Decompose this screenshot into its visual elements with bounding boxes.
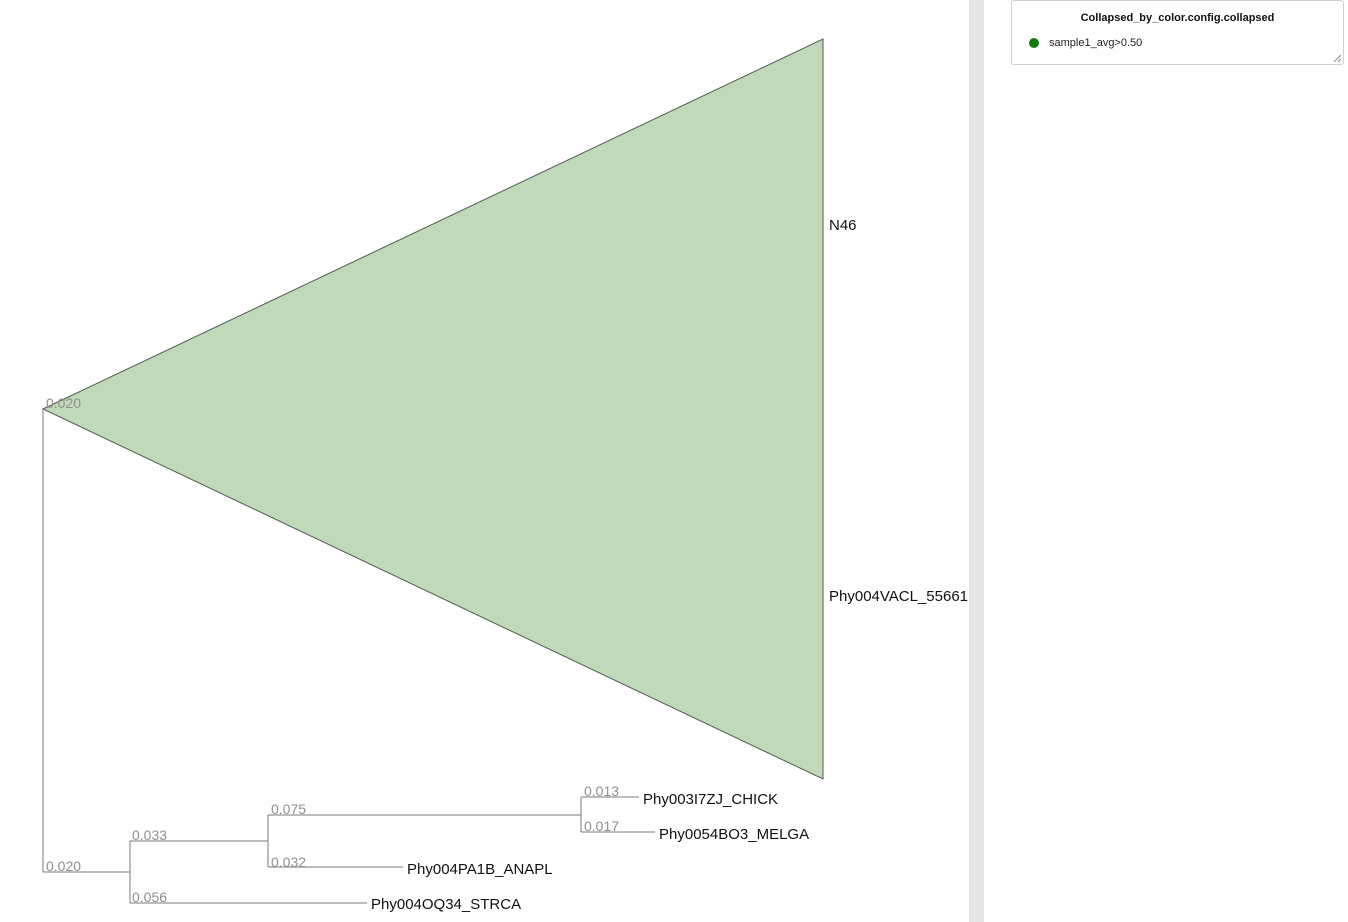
node-a-support-value: 0.033 <box>132 827 167 843</box>
leaf-melga-support-value: 0.017 <box>584 818 619 834</box>
leaf-label-chick[interactable]: Phy003I7ZJ_CHICK <box>643 791 778 808</box>
collapsed-clade[interactable] <box>41 38 824 780</box>
legend-entry: sample1_avg>0.50 <box>1029 37 1142 49</box>
leaf-label-strca[interactable]: Phy004OQ34_STRCA <box>371 896 521 913</box>
panel-divider[interactable] <box>969 0 984 922</box>
phylogenetic-tree[interactable]: 0.020 0.020 0.033 0.056 0.075 0.032 0.01… <box>0 0 969 922</box>
legend-title: Collapsed_by_color.config.collapsed <box>1080 12 1275 24</box>
leaf-chick-support-value: 0.013 <box>584 783 619 799</box>
node-d-support-value: 0.056 <box>132 889 167 905</box>
collapsed-label-vacl[interactable]: Phy004VACL_55661 <box>829 588 968 605</box>
node-b-support-value: 0.075 <box>271 801 306 817</box>
leaf-label-melga[interactable]: Phy0054BO3_MELGA <box>659 826 809 843</box>
resize-handle-icon[interactable] <box>1333 54 1342 63</box>
legend-panel[interactable]: Collapsed_by_color.config.collapsed samp… <box>1011 0 1344 65</box>
leaf-label-anapl[interactable]: Phy004PA1B_ANAPL <box>407 861 553 878</box>
legend-entry-label: sample1_avg>0.50 <box>1049 37 1143 49</box>
collapsed-label-n46[interactable]: N46 <box>829 217 857 234</box>
legend-color-dot-icon <box>1029 38 1039 48</box>
collapsed-support-value: 0.020 <box>46 395 81 411</box>
root-support-value: 0.020 <box>46 858 81 874</box>
node-c-support-value: 0.032 <box>271 854 306 870</box>
